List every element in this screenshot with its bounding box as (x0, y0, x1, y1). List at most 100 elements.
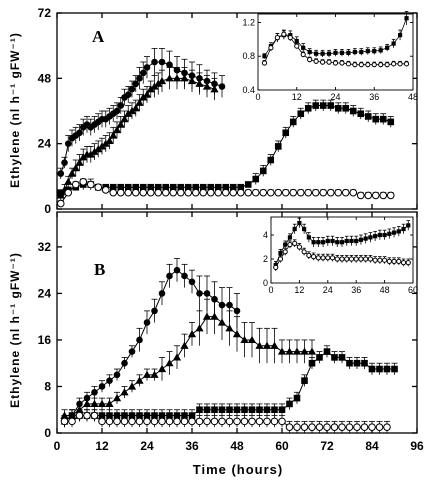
panel-b-inset-data-point (301, 249, 307, 255)
panel-b-data-point (60, 411, 69, 419)
panel-a-data-point (311, 188, 320, 197)
panel-b-x-tick-label: 72 (320, 439, 334, 453)
panel-b-data-point (136, 336, 143, 344)
panel-b-data-point (113, 371, 121, 379)
panel-a-data-point (162, 183, 170, 191)
panel-b-data-point (308, 359, 316, 367)
panel-a-data-point (139, 69, 147, 77)
panel-b-inset-data-point (302, 226, 307, 232)
panel-a-data-point (191, 188, 200, 197)
panel-a-y-tick-label: 48 (38, 71, 52, 85)
panel-a-data-point (281, 188, 290, 197)
panel-a-data-point (61, 159, 68, 167)
panel-b-data-point (233, 307, 241, 315)
panel-a-data-point (147, 183, 155, 191)
panel-a-inset-y-tick-label: 0.8 (242, 51, 255, 61)
panel-b-inset-data-point (277, 256, 284, 262)
panel-b-inset-data-point (405, 260, 411, 266)
panel-b-y-tick-label: 16 (38, 333, 52, 347)
panel-a-inset-data-point (378, 62, 384, 68)
panel-b-inset-data-point (344, 238, 349, 244)
panel-a-data-point (274, 143, 282, 150)
panel-a-inset: 0 12 24 36 48 0.4 0.8 1.2 (242, 11, 418, 102)
panel-b-inset-data-point (377, 232, 382, 238)
panel-a-inset-data-point (397, 33, 403, 38)
panel-b-data-point (262, 341, 272, 349)
panel-a-inset-data-point (332, 60, 339, 66)
panel-b-inset-data-point (396, 229, 401, 234)
panel-a-data-point (304, 104, 312, 112)
panel-b-data-point (112, 393, 122, 402)
panel-b-data-point (225, 417, 234, 426)
panel-b-y-axis-label: Ethylene (nl h⁻¹ gFW⁻¹) (8, 252, 22, 408)
panel-b-inset-series-2 (273, 239, 411, 271)
panel-b-data-point (165, 359, 174, 367)
panel-b-y-tick-label: 8 (44, 379, 51, 393)
panel-b-x-tick-label: 60 (275, 439, 289, 453)
panel-b-data-point (187, 330, 197, 338)
panel-b-inset-data-point (320, 255, 326, 261)
panel-b-data-point (323, 423, 331, 431)
panel-a-data-point (379, 191, 388, 200)
panel-b-data-point (180, 417, 189, 426)
panel-b-data-point (143, 319, 151, 326)
panel-b-series-2 (60, 298, 317, 422)
panel-b-data-point (68, 417, 76, 426)
panel-b-inset-data-point (382, 257, 388, 263)
panel-b-data-point (286, 400, 293, 408)
panel-b-data-point (135, 376, 144, 384)
panel-b-inset-data-point (391, 258, 397, 264)
panel-b-data-point (218, 417, 226, 426)
panel-b-data-point (217, 318, 227, 326)
panel-a-data-point (206, 188, 215, 197)
panel-a-inset-data-point (294, 38, 299, 44)
panel-b-data-point (285, 347, 294, 355)
panel-b-inset-data-point (306, 235, 311, 240)
panel-b-inset-data-point (311, 240, 316, 245)
panel-a-data-point (76, 129, 83, 137)
panel-a-data-point (131, 104, 140, 112)
panel-a-data-point (244, 188, 253, 197)
panel-b-x-tick-label: 0 (54, 439, 61, 453)
panel-b-x-tick-label: 84 (365, 439, 379, 453)
panel-b-data-point (240, 335, 249, 344)
panel-a-inset-series-2 (261, 29, 410, 68)
panel-a-data-point (180, 74, 189, 82)
panel-a-inset-data-point (274, 35, 280, 41)
panel-a-inset-data-point (301, 45, 306, 50)
panel-a-inset-data-point (300, 51, 306, 58)
panel-a-data-point (386, 191, 395, 200)
panel-a-inset-data-point (313, 58, 319, 64)
panel-b-data-point (106, 377, 113, 384)
panel-b-data-point (293, 423, 301, 431)
panel-a-data-point (222, 183, 230, 191)
panel-a-inset-data-point (372, 49, 377, 54)
panel-b-inset-y-tick-label: 4 (263, 230, 268, 240)
panel-b-inset-data-point (334, 256, 340, 262)
panel-b-inset-data-point (406, 223, 411, 228)
panel-b-data-point (338, 423, 346, 431)
panel-a-data-point (236, 188, 245, 197)
panel-a-data-point (349, 107, 357, 115)
panel-a-data-point (244, 181, 252, 188)
panel-b-data-point (210, 417, 219, 426)
panel-b-inset-data-point (292, 226, 297, 232)
panel-b-inset-data-point (325, 238, 330, 244)
panel-b-data-point (278, 417, 286, 426)
panel-a-data-point (364, 191, 373, 200)
panel-b-inset-y-tick-label: 0 (263, 278, 268, 288)
panel-a-data-point (132, 80, 140, 88)
panel-b-data-point (383, 365, 391, 373)
panel-a-inset-data-point (319, 59, 326, 65)
panel-a-data-point (158, 58, 166, 66)
panel-b-inset-data-point (363, 256, 369, 262)
panel-b-inset-x-tick-label: 36 (351, 285, 361, 295)
panel-b-inset-x-tick-label: 12 (294, 285, 304, 295)
panel-a-inset-y-tick-label: 0.4 (242, 85, 255, 95)
panel-a-data-point (202, 82, 212, 90)
panel-a-data-point (221, 188, 230, 197)
panel-a-series-2 (56, 67, 219, 201)
panel-a-inset-x-tick-label: 12 (292, 92, 302, 102)
panel-b-data-point (331, 354, 338, 361)
panel-b-data-point (151, 307, 158, 315)
